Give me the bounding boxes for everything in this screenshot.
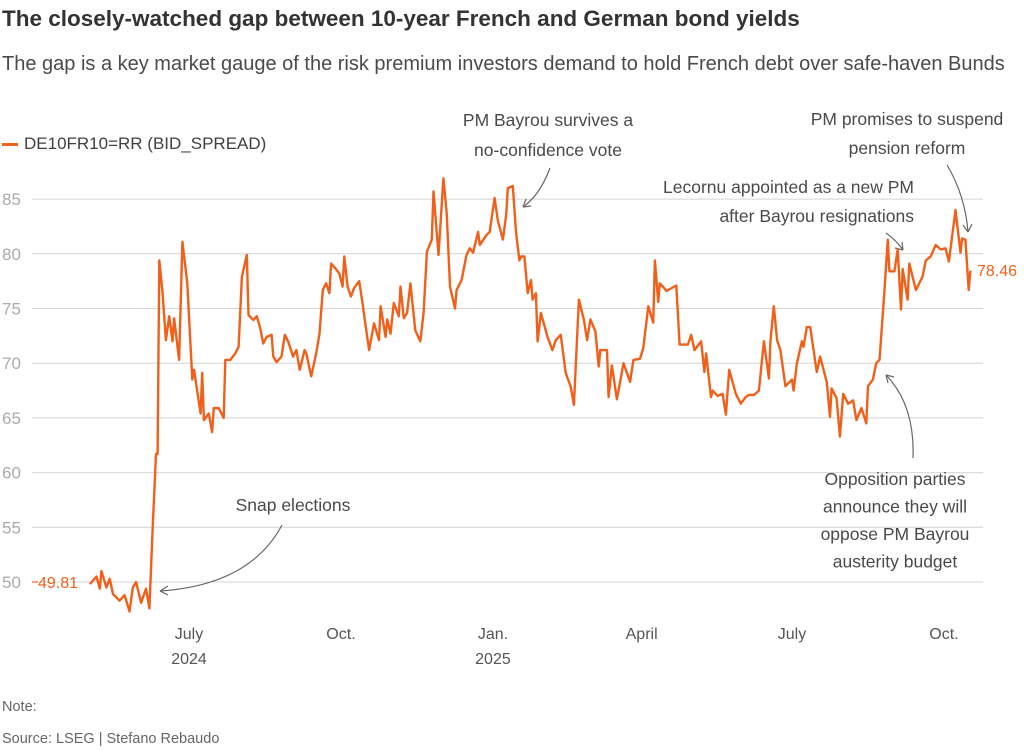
annotation-snap-elections: Snap elections xyxy=(236,495,351,515)
annotation-no-confidence-vote: PM Bayrou survives a no-confidence vote xyxy=(463,110,633,160)
annotation-lecornu-appointed: Lecornu appointed as a new PM after Bayro… xyxy=(663,177,914,226)
series-line-spread xyxy=(88,177,972,613)
y-tick-label: 50 xyxy=(2,573,21,592)
x-tick-year-label: 2024 xyxy=(171,651,207,668)
annotation-line: PM promises to suspend xyxy=(811,109,1004,129)
arrowhead-icon xyxy=(962,223,973,233)
x-tick-label: July xyxy=(175,626,203,643)
annotation-pension-reform: PM promises to suspend pension reform xyxy=(811,109,1004,158)
chart-subtitle: The gap is a key market gauge of the ris… xyxy=(2,53,1005,75)
x-tick-label: Oct. xyxy=(326,626,355,643)
footer-note: Note: xyxy=(2,699,37,715)
annotation-line: after Bayrou resignations xyxy=(719,206,914,226)
arrowhead-icon xyxy=(159,585,169,596)
annotation-line: announce they will xyxy=(823,497,967,517)
annotation-arrow-snap-elections xyxy=(159,524,283,592)
annotation-line: austerity budget xyxy=(833,552,958,572)
start-value-label: 49.81 xyxy=(38,575,78,592)
annotation-line: PM Bayrou survives a xyxy=(463,110,633,130)
y-tick-label: 80 xyxy=(2,245,21,264)
annotation-opposition-budget: Opposition parties announce they will oppo… xyxy=(821,469,970,572)
y-tick-label: 60 xyxy=(2,464,21,483)
annotation-arrow-no-confidence xyxy=(522,167,551,208)
annotation-line: Opposition parties xyxy=(824,469,965,489)
y-tick-label: 85 xyxy=(2,190,21,209)
x-tick-label: Jan. xyxy=(478,626,508,643)
annotation-line: Snap elections xyxy=(236,495,351,515)
x-tick-label: April xyxy=(626,626,658,643)
annotation-line: no-confidence vote xyxy=(474,140,622,160)
chart-title: The closely-watched gap between 10-year … xyxy=(2,6,800,31)
arrowhead-icon xyxy=(522,198,532,208)
annotation-arrow-pension xyxy=(946,164,969,233)
annotation-line: Lecornu appointed as a new PM xyxy=(663,177,914,197)
annotation-line: pension reform xyxy=(849,138,966,158)
legend-label: DE10FR10=RR (BID_SPREAD) xyxy=(24,134,267,153)
y-tick-label: 70 xyxy=(2,354,21,373)
arrowhead-icon xyxy=(894,241,904,251)
x-tick-year-label: 2025 xyxy=(475,651,511,668)
arrowhead-icon xyxy=(885,374,895,384)
end-value-label: 78.46 xyxy=(977,263,1017,280)
footer-source: Source: LSEG | Stefano Rebaudo xyxy=(2,731,220,747)
legend-swatch xyxy=(2,142,18,146)
y-tick-label: 55 xyxy=(2,518,21,537)
y-tick-label: 75 xyxy=(2,300,21,319)
y-tick-label: 65 xyxy=(2,409,21,428)
legend: DE10FR10=RR (BID_SPREAD) xyxy=(2,134,266,154)
annotation-arrow-lecornu xyxy=(885,232,904,251)
x-tick-label: July xyxy=(778,626,806,643)
annotation-arrow-opposition xyxy=(885,374,914,459)
x-tick-label: Oct. xyxy=(929,626,958,643)
annotation-line: oppose PM Bayrou xyxy=(821,524,970,544)
